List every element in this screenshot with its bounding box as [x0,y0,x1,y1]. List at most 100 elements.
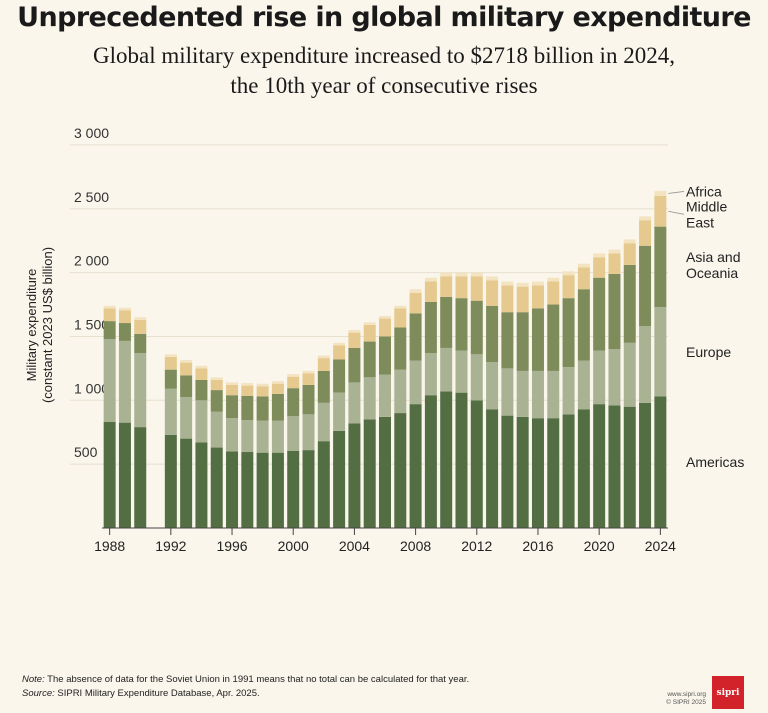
bar-segment-asia-and-oceania-2022 [623,264,636,343]
bar-segment-europe-2007 [394,369,407,414]
y-tick-label: 3 000 [74,125,109,141]
y-tick-label: 2 500 [74,189,109,205]
legend-label-line: Americas [686,454,744,470]
bar-segment-americas-2000 [287,450,300,528]
bar-segment-middle-east-2021 [608,253,621,274]
source-label: Source: [22,688,55,699]
bar-segment-europe-2021 [608,349,621,406]
bar-segment-africa-2018 [562,271,575,276]
bar-segment-americas-2003 [333,430,346,528]
bar-segment-americas-1993 [180,438,193,528]
bar-segment-europe-1996 [226,418,239,452]
bar-segment-africa-2002 [317,355,330,359]
bar-segment-americas-1988 [103,422,116,528]
bar-segment-middle-east-2004 [348,332,361,348]
bar-segment-africa-1993 [180,360,193,363]
bar-segment-africa-1989 [118,307,131,311]
bar-segment-africa-2001 [302,370,315,374]
bar-segment-americas-1998 [256,452,269,528]
bar-segment-middle-east-2020 [593,257,606,278]
bar-segment-europe-2022 [623,342,636,407]
bar-segment-middle-east-1996 [226,384,239,396]
bar-segment-africa-2020 [593,253,606,258]
bar-segment-americas-2019 [577,409,590,528]
bar-segment-asia-and-oceania-2010 [440,296,453,348]
bar-segment-americas-2006 [379,416,391,528]
bar-segment-asia-and-oceania-2015 [516,312,529,371]
bar-segment-asia-and-oceania-2017 [547,304,560,371]
bar-segment-asia-and-oceania-2016 [531,308,544,371]
legend-label-line: Middle [686,198,727,214]
bar-segment-africa-2010 [440,272,453,277]
bar-segment-middle-east-1995 [210,379,223,391]
bar-segment-asia-and-oceania-1989 [118,323,131,341]
legend-label-europe: Europe [686,344,731,360]
bar-segment-asia-and-oceania-1990 [134,333,147,354]
bar-segment-asia-and-oceania-2004 [348,347,361,383]
bar-segment-middle-east-2018 [562,275,575,299]
bar-segment-africa-2004 [348,330,361,333]
bar-segment-americas-2014 [501,415,514,528]
bar-segment-middle-east-2001 [302,373,315,385]
footnote-source: Source: SIPRI Military Expenditure Datab… [22,688,260,699]
x-tick-label: 2024 [645,538,676,554]
bar-segment-africa-2005 [363,322,376,325]
bar-segment-africa-2021 [608,249,621,254]
y-tick-label: 1 000 [74,380,109,396]
bar-segment-americas-2013 [486,409,499,528]
bar-segment-europe-1999 [271,420,284,453]
bar-segment-americas-1989 [118,422,131,528]
subtitle-line-2: the 10th year of consecutive rises [230,73,538,98]
y-tick-label: 500 [74,444,98,460]
bar-segment-americas-2018 [562,414,575,528]
legend-label-line: Africa [686,183,722,199]
bar-segment-europe-2017 [547,370,560,419]
x-tick-label: 2012 [461,538,492,554]
bar-segment-africa-2011 [455,272,468,277]
bar-segment-europe-2006 [379,374,391,417]
bar-segment-africa-1997 [241,383,254,386]
bar-segment-europe-2019 [577,360,590,410]
bar-segment-americas-1997 [241,452,254,528]
bar-segment-americas-1995 [210,447,223,528]
y-tick-label: 1 500 [74,316,109,332]
bar-segment-europe-2016 [531,370,544,419]
bar-segment-europe-2009 [424,353,437,396]
bar-segment-europe-2011 [455,350,468,393]
bar-segment-asia-and-oceania-2023 [639,245,652,327]
bar-segment-asia-and-oceania-2000 [287,388,300,417]
bar-segment-middle-east-2006 [379,318,391,337]
bar-segment-europe-2018 [562,367,575,415]
note-label: Note: [22,674,45,685]
bar-segment-asia-and-oceania-2001 [302,384,315,415]
bar-segment-asia-and-oceania-1988 [103,321,116,340]
bar-segment-europe-2013 [486,361,499,410]
bar-segment-africa-1995 [210,377,223,380]
bar-segment-africa-2016 [531,281,544,286]
bar-segment-asia-and-oceania-2011 [455,298,468,351]
bar-segment-middle-east-1997 [241,385,254,396]
bar-segment-africa-2012 [470,272,483,277]
bar-segment-middle-east-2008 [409,293,422,314]
bar-segment-americas-2023 [639,402,652,528]
sipri-website[interactable]: www.sipri.org [667,691,706,698]
bar-segment-europe-1988 [103,339,116,423]
bar-segment-europe-2015 [516,370,529,417]
bar-segment-americas-2010 [440,391,453,528]
bar-segment-africa-1996 [226,382,239,385]
bar-segment-europe-2010 [440,347,453,392]
bar-segment-africa-2003 [333,342,346,346]
bar-segment-middle-east-2024 [654,195,667,227]
bar-segment-europe-2008 [409,360,422,405]
bar-segment-americas-1994 [195,442,208,528]
bar-segment-africa-2006 [379,316,391,319]
x-tick-label: 2004 [339,538,370,554]
bar-segment-asia-and-oceania-2021 [608,273,621,350]
bar-segment-middle-east-2023 [639,220,652,246]
bar-segment-middle-east-2016 [531,285,544,309]
bar-segment-middle-east-2005 [363,324,376,342]
bar-segment-middle-east-2013 [486,280,499,306]
bar-segment-africa-2023 [639,216,652,221]
chart-title: Unprecedented rise in global military ex… [17,2,751,33]
bar-segment-middle-east-2003 [333,345,346,360]
